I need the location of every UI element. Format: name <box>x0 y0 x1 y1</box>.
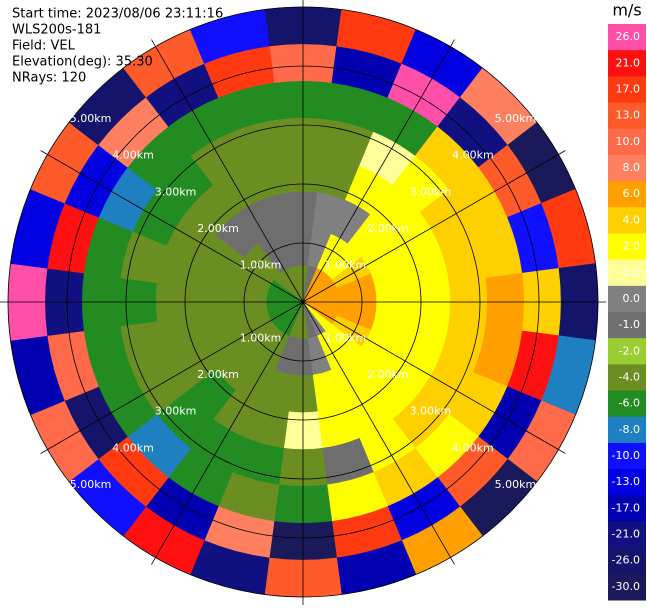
range-ring <box>243 242 363 362</box>
colorbar-band <box>608 50 646 77</box>
colorbar-label: 21.0 <box>616 56 641 69</box>
colorbar-label: -13.0 <box>612 475 640 488</box>
header-line: Start time: 2023/08/06 23:11:16 <box>12 7 223 22</box>
header-line: NRays: 120 <box>12 71 86 86</box>
colorbar-label: 17.0 <box>616 82 641 95</box>
range-label: 1.00km <box>325 332 367 345</box>
colorbar-label: 2.0 <box>623 240 641 253</box>
header-line: WLS200s-181 <box>12 23 101 38</box>
header-line: Elevation(deg): 35.30 <box>12 55 153 70</box>
colorbar-band <box>608 312 646 339</box>
colorbar-label: 4.0 <box>623 213 641 226</box>
spoke <box>40 150 304 303</box>
range-label: 2.00km <box>367 368 409 381</box>
colorbar-band <box>608 128 646 156</box>
range-label: 3.00km <box>410 185 452 198</box>
spoke <box>302 301 566 454</box>
colorbar-band <box>608 495 646 522</box>
colorbar-band <box>608 259 646 287</box>
colorbar-label: 1.0 <box>623 266 641 279</box>
colorbar-band <box>608 233 646 261</box>
colorbar-band <box>608 285 646 313</box>
range-label: 2.00km <box>197 222 239 235</box>
spoke <box>302 150 566 303</box>
colorbar-label: 26.0 <box>616 30 641 43</box>
colorbar-band <box>608 390 646 418</box>
colorbar-label: 13.0 <box>616 109 641 122</box>
range-label: 1.00km <box>325 258 367 271</box>
cells <box>7 6 599 598</box>
colorbar-label: -26.0 <box>612 554 640 567</box>
colorbar-band <box>608 207 646 234</box>
spoke <box>302 39 455 303</box>
range-ring <box>125 124 481 480</box>
spoke <box>40 301 304 454</box>
colorbar-band <box>608 181 646 208</box>
range-label: 5.00km <box>70 112 112 125</box>
header-line: Field: VEL <box>12 39 76 54</box>
range-label: 1.00km <box>240 332 282 345</box>
range-label: 4.00km <box>112 149 154 162</box>
range-ring <box>66 65 540 539</box>
colorbar-label: -21.0 <box>612 528 640 541</box>
colorbar-band <box>608 521 646 549</box>
overlay: 1.00km 1.00km 1.00km 1.00km 2.00km 2.00km 2.00… <box>0 0 606 605</box>
colorbar-label: -8.0 <box>619 423 640 436</box>
range-label: 2.00km <box>367 222 409 235</box>
colorbar-band <box>608 442 646 470</box>
colorbar-band <box>608 364 646 392</box>
colorbar-label: -30.0 <box>612 580 640 593</box>
range-label: 2.00km <box>197 368 239 381</box>
colorbar-label: 10.0 <box>616 135 641 148</box>
range-ring <box>7 6 599 598</box>
range-label: 5.00km <box>70 478 112 491</box>
range-label: 5.00km <box>495 112 537 125</box>
colorbar-label: -2.0 <box>619 344 640 357</box>
spoke <box>151 39 304 303</box>
colorbar-band <box>608 469 646 496</box>
range-label: 4.00km <box>452 149 494 162</box>
range-ring <box>184 183 422 421</box>
colorbar-band <box>608 338 646 365</box>
colorbar-label: -17.0 <box>612 501 640 514</box>
colorbar-label: -4.0 <box>619 370 640 383</box>
colorbar-band <box>608 573 646 601</box>
range-label: 3.00km <box>155 185 197 198</box>
colorbar-label: 6.0 <box>623 187 641 200</box>
spoke <box>302 301 455 565</box>
colorbar-unit: m/s <box>612 1 641 20</box>
colorbar-band <box>608 547 646 575</box>
range-label: 3.00km <box>410 405 452 418</box>
colorbar-label: -6.0 <box>619 397 640 410</box>
colorbar-band <box>608 102 646 130</box>
range-label: 4.00km <box>452 441 494 454</box>
colorbar-label: -10.0 <box>612 449 640 462</box>
range-label: 3.00km <box>155 405 197 418</box>
spoke <box>151 301 304 565</box>
colorbar-band <box>608 416 646 444</box>
colorbar-band <box>608 154 646 182</box>
colorbar-label: 0.0 <box>623 292 641 305</box>
colorbar-label: 8.0 <box>623 161 641 174</box>
range-label: 4.00km <box>112 441 154 454</box>
colorbar-band <box>608 76 646 104</box>
colorbar-band <box>608 24 646 51</box>
colorbar-label: -1.0 <box>619 318 640 331</box>
range-label: 5.00km <box>495 478 537 491</box>
range-label: 1.00km <box>240 258 282 271</box>
